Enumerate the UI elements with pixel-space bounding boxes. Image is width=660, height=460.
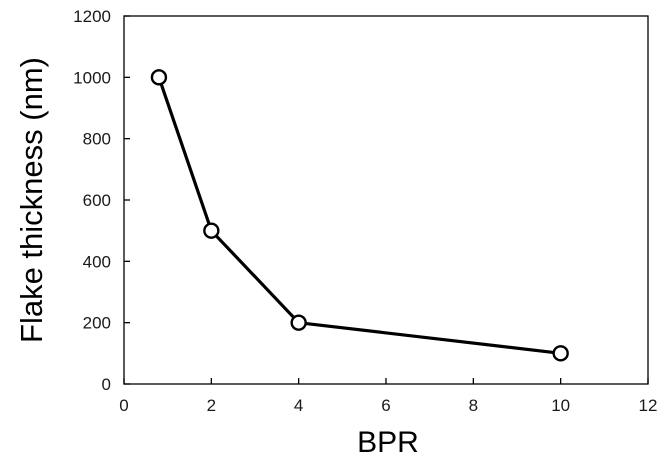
data-point (203, 222, 220, 239)
y-tick-label: 200 (83, 314, 111, 333)
data-series (150, 69, 569, 362)
y-tick-label: 1000 (73, 68, 111, 87)
data-point (552, 345, 569, 362)
plot-area (123, 15, 649, 385)
x-tick-label: 2 (207, 396, 216, 415)
x-tick-label: 10 (551, 396, 570, 415)
x-axis: 0 2 4 6 8 10 12 (119, 378, 657, 415)
x-tick-label: 0 (119, 396, 128, 415)
y-axis: 0 200 400 600 800 1000 1200 (73, 7, 130, 394)
x-tick-label: 8 (469, 396, 478, 415)
y-tick-label: 1200 (73, 7, 111, 26)
y-axis-title: Flake thickness (nm) (14, 57, 49, 343)
y-tick-label: 400 (83, 252, 111, 271)
y-tick-label: 0 (102, 375, 111, 394)
x-tick-label: 6 (381, 396, 390, 415)
data-point (290, 314, 307, 331)
x-tick-label: 12 (639, 396, 658, 415)
data-point (150, 69, 168, 86)
y-tick-label: 600 (83, 191, 111, 210)
x-tick-label: 4 (294, 396, 303, 415)
plot-border (123, 15, 649, 385)
y-tick-label: 800 (83, 130, 111, 149)
series-line (157, 76, 561, 355)
x-axis-title: BPR (357, 426, 419, 459)
